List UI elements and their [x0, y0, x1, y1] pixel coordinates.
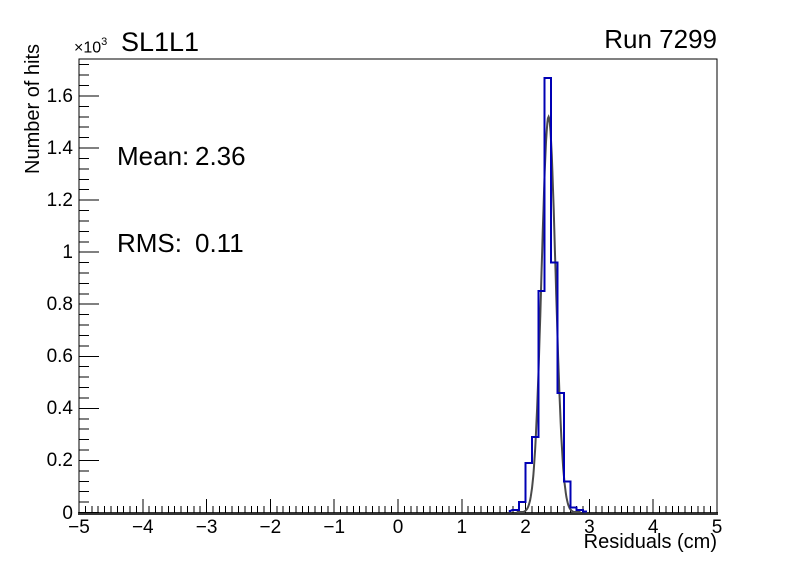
y-tick-label: 1 — [62, 242, 73, 264]
x-tick-label: −4 — [131, 517, 154, 538]
x-tick-label: 5 — [711, 517, 723, 538]
y-tick-label: 0 — [62, 502, 73, 524]
y-tick-label: 0.8 — [46, 294, 73, 316]
y-tick-label: 0.6 — [46, 346, 73, 368]
rms-line: RMS: 0.11 — [117, 229, 246, 258]
run-number-label: Run 7299 — [604, 24, 717, 54]
x-tick-label: −5 — [68, 517, 90, 538]
y-tick-label: 0.4 — [46, 398, 73, 420]
histogram-step-line — [508, 76, 587, 513]
stats-box: Mean: 2.36 RMS: 0.11 — [117, 84, 246, 316]
mean-label: Mean: — [117, 141, 190, 171]
y-tick-label: 1.6 — [46, 85, 73, 107]
exponent-power: 3 — [101, 36, 108, 48]
rms-value: 0.11 — [195, 228, 244, 258]
x-tick-label: −1 — [323, 517, 346, 538]
exponent-base: ×10 — [74, 39, 102, 57]
mean-value: 2.36 — [195, 141, 246, 171]
axis-ticks — [78, 64, 718, 513]
y-tick-label: 0.2 — [46, 450, 73, 472]
x-tick-label: 0 — [392, 517, 404, 538]
y-tick-label: 1.4 — [46, 138, 73, 160]
x-tick-label: 2 — [520, 517, 531, 538]
mean-line: Mean: 2.36 — [117, 142, 246, 171]
y-tick-label: 1.2 — [46, 190, 73, 212]
histogram-title: SL1L1 — [121, 27, 200, 57]
x-tick-label: 1 — [456, 517, 468, 538]
gaussian-fit-curve — [516, 114, 581, 513]
rms-label: RMS: — [117, 228, 182, 258]
data-series — [508, 76, 587, 513]
x-axis-title: Residuals (cm) — [583, 531, 717, 553]
x-tick-label: −2 — [259, 517, 282, 538]
y-axis-exponent: ×103 — [74, 36, 108, 57]
x-tick-label: −3 — [195, 517, 218, 538]
x-tick-label: 4 — [647, 517, 659, 538]
x-tick-label: 3 — [584, 517, 595, 538]
